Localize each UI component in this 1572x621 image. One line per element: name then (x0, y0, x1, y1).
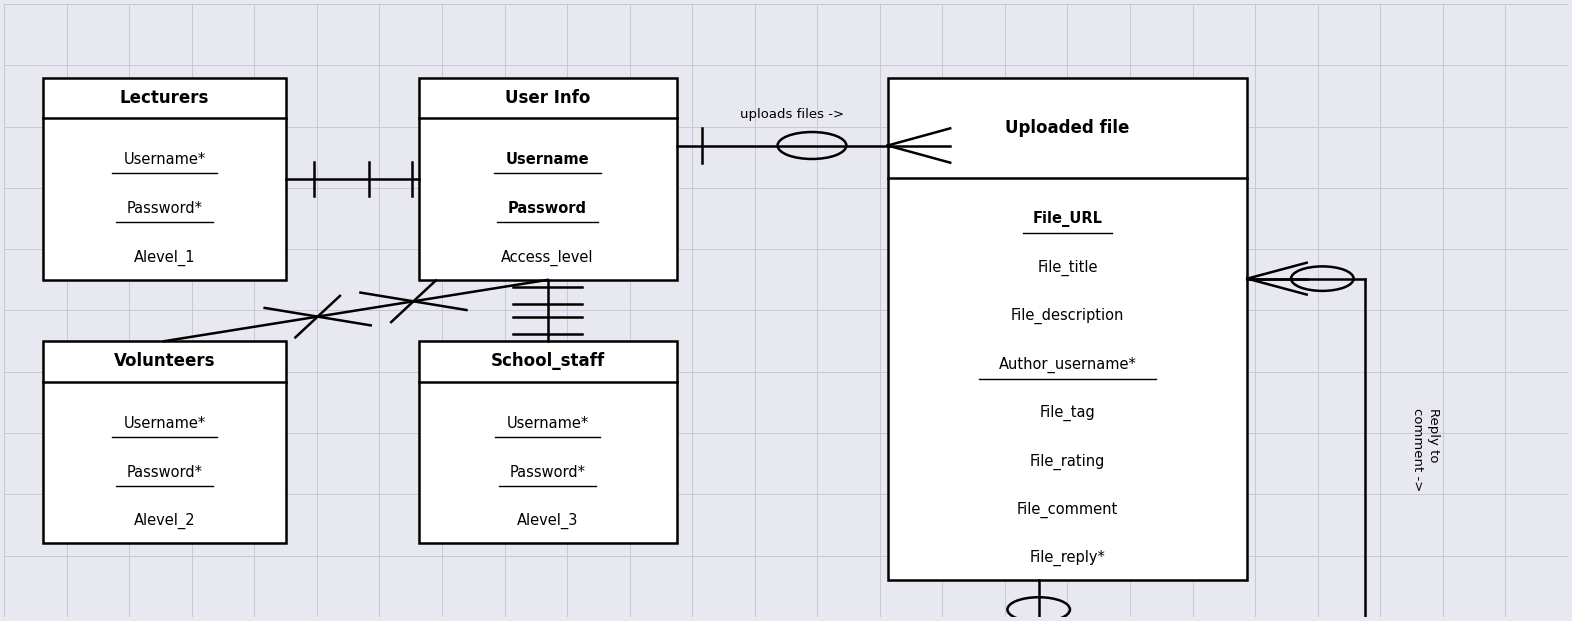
Text: Lecturers: Lecturers (119, 89, 209, 107)
Text: File_reply*: File_reply* (1030, 550, 1105, 566)
Text: Reply to
comment ->: Reply to comment -> (1412, 407, 1440, 491)
Text: Alevel_3: Alevel_3 (517, 513, 578, 529)
Bar (888, 78, 1247, 580)
Text: File_rating: File_rating (1030, 453, 1105, 469)
Text: File_description: File_description (1011, 308, 1124, 324)
Text: Username: Username (506, 152, 590, 167)
Bar (418, 341, 676, 543)
Text: School_staff: School_staff (490, 352, 605, 370)
Text: Alevel_1: Alevel_1 (134, 250, 195, 266)
Text: Password*: Password* (509, 465, 585, 480)
Text: Username*: Username* (123, 152, 206, 167)
Text: Username*: Username* (123, 415, 206, 431)
Text: User Info: User Info (505, 89, 590, 107)
Text: Password: Password (508, 201, 586, 216)
Text: uploads files ->: uploads files -> (740, 108, 844, 121)
Text: File_URL: File_URL (1033, 211, 1102, 227)
Bar (418, 78, 676, 280)
Text: Access_level: Access_level (501, 250, 594, 266)
Text: Password*: Password* (126, 201, 203, 216)
Text: Volunteers: Volunteers (113, 352, 215, 370)
Text: File_title: File_title (1038, 260, 1097, 276)
Text: Author_username*: Author_username* (998, 356, 1137, 373)
Text: Alevel_2: Alevel_2 (134, 513, 195, 529)
Bar (44, 341, 286, 543)
Bar (44, 78, 286, 280)
Text: Password*: Password* (126, 465, 203, 480)
Text: File_tag: File_tag (1039, 405, 1096, 421)
Text: Uploaded file: Uploaded file (1005, 119, 1130, 137)
Text: Username*: Username* (506, 415, 588, 431)
Text: File_comment: File_comment (1017, 502, 1118, 518)
